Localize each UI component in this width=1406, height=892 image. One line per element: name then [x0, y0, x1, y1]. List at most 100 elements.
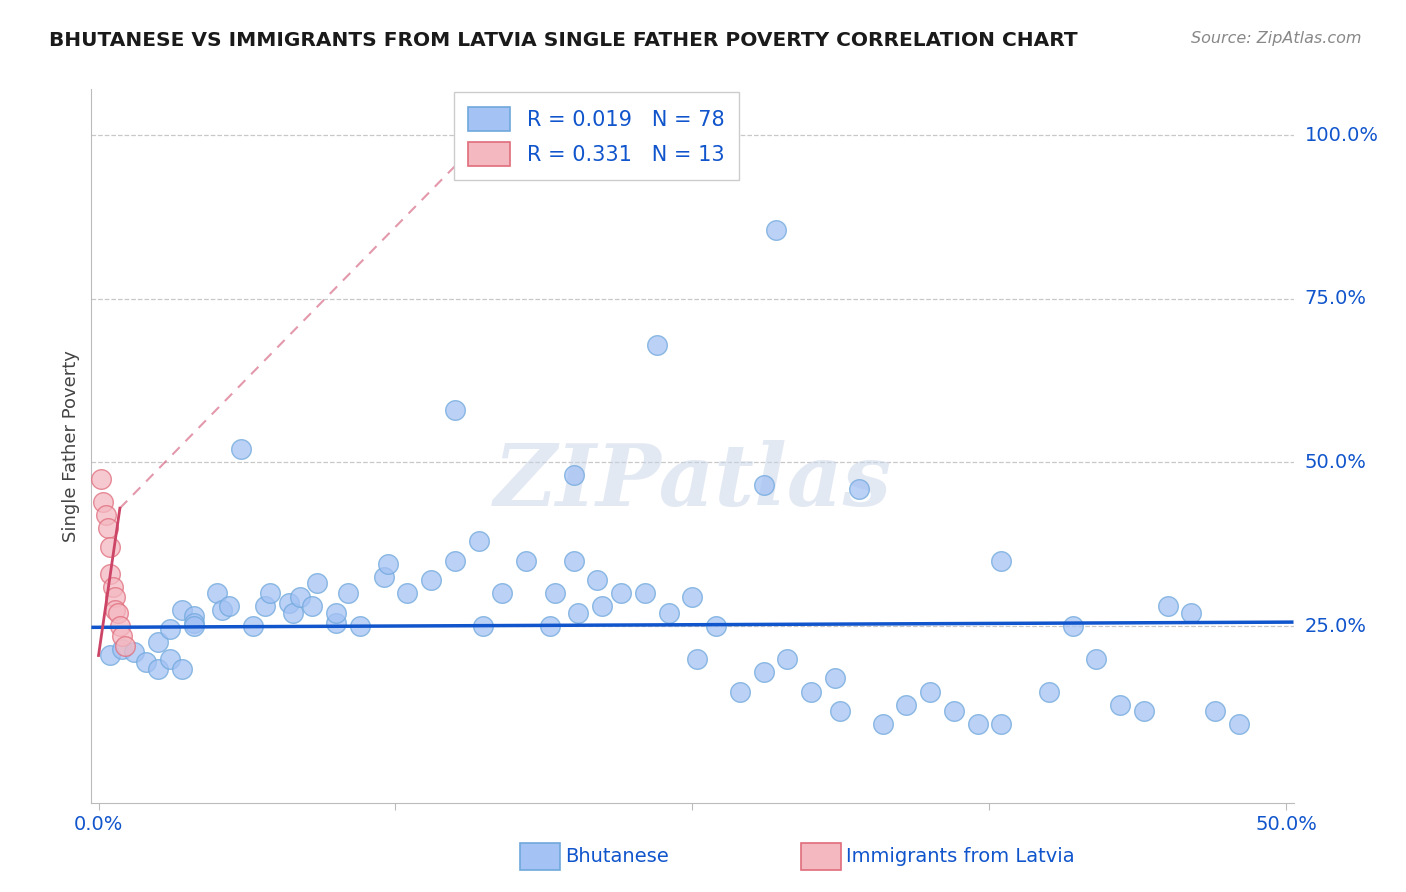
Point [1227, 717, 1250, 731]
Point [1180, 606, 1202, 620]
Text: 25.0%: 25.0% [1305, 616, 1367, 635]
Point [444, 553, 467, 567]
Point [100, 541, 122, 555]
Point [283, 606, 305, 620]
Point [373, 570, 395, 584]
Point [444, 403, 467, 417]
Point [562, 468, 585, 483]
Point [765, 223, 787, 237]
Text: BHUTANESE VS IMMIGRANTS FROM LATVIA SINGLE FATHER POVERTY CORRELATION CHART: BHUTANESE VS IMMIGRANTS FROM LATVIA SING… [49, 31, 1078, 50]
Point [645, 337, 668, 351]
Point [1204, 704, 1226, 718]
Point [1085, 652, 1108, 666]
Point [472, 619, 495, 633]
Point [515, 553, 537, 567]
Point [108, 619, 131, 633]
Text: Source: ZipAtlas.com: Source: ZipAtlas.com [1191, 31, 1361, 46]
Point [1156, 599, 1178, 614]
Point [396, 586, 419, 600]
Point [800, 684, 823, 698]
Point [135, 655, 157, 669]
Point [242, 619, 264, 633]
Text: ZIPatlas: ZIPatlas [494, 440, 891, 524]
Point [990, 553, 1012, 567]
Point [776, 652, 799, 666]
Point [634, 586, 657, 600]
Point [170, 602, 193, 616]
Point [159, 652, 181, 666]
Point [301, 599, 323, 614]
Point [681, 590, 703, 604]
Point [100, 648, 122, 663]
Text: 50.0%: 50.0% [1305, 453, 1367, 472]
Point [591, 599, 613, 614]
Point [253, 599, 276, 614]
Point [290, 590, 312, 604]
Point [990, 717, 1012, 731]
Point [752, 478, 775, 492]
Point [207, 586, 229, 600]
Text: Immigrants from Latvia: Immigrants from Latvia [846, 847, 1076, 866]
Point [686, 652, 709, 666]
Point [159, 623, 181, 637]
Y-axis label: Single Father Poverty: Single Father Poverty [62, 350, 80, 542]
Point [567, 606, 589, 620]
Point [218, 599, 240, 614]
Point [467, 533, 489, 548]
Point [586, 573, 609, 587]
Point [942, 704, 965, 718]
Point [1062, 619, 1084, 633]
Point [349, 619, 371, 633]
Point [94, 508, 117, 522]
Point [211, 602, 233, 616]
Point [111, 642, 134, 657]
Point [1133, 704, 1156, 718]
Point [562, 553, 585, 567]
Text: Bhutanese: Bhutanese [565, 847, 669, 866]
Point [325, 606, 347, 620]
Point [97, 521, 120, 535]
Point [183, 619, 205, 633]
Point [377, 557, 399, 571]
Point [183, 615, 205, 630]
Legend: R = 0.019   N = 78, R = 0.331   N = 13: R = 0.019 N = 78, R = 0.331 N = 13 [454, 93, 738, 180]
Point [896, 698, 918, 712]
Point [307, 576, 329, 591]
Point [104, 602, 127, 616]
Point [1038, 684, 1060, 698]
Point [491, 586, 513, 600]
Point [122, 645, 145, 659]
Point [824, 672, 846, 686]
Point [107, 606, 129, 620]
Point [872, 717, 894, 731]
Point [101, 580, 124, 594]
Point [146, 662, 169, 676]
Point [100, 566, 122, 581]
Point [752, 665, 775, 679]
Point [1109, 698, 1132, 712]
Point [704, 619, 727, 633]
Point [170, 662, 193, 676]
Text: 100.0%: 100.0% [1305, 126, 1379, 145]
Point [966, 717, 988, 731]
Point [918, 684, 941, 698]
Text: 75.0%: 75.0% [1305, 289, 1367, 309]
Point [728, 684, 751, 698]
Point [420, 573, 443, 587]
Point [146, 635, 169, 649]
Point [848, 482, 870, 496]
Point [828, 704, 851, 718]
Point [538, 619, 561, 633]
Point [543, 586, 565, 600]
Point [104, 590, 127, 604]
Point [277, 596, 299, 610]
Point [111, 629, 134, 643]
Point [229, 442, 252, 457]
Point [658, 606, 681, 620]
Point [325, 615, 347, 630]
Point [336, 586, 359, 600]
Point [114, 639, 136, 653]
Point [90, 472, 112, 486]
Point [183, 609, 205, 624]
Point [610, 586, 633, 600]
